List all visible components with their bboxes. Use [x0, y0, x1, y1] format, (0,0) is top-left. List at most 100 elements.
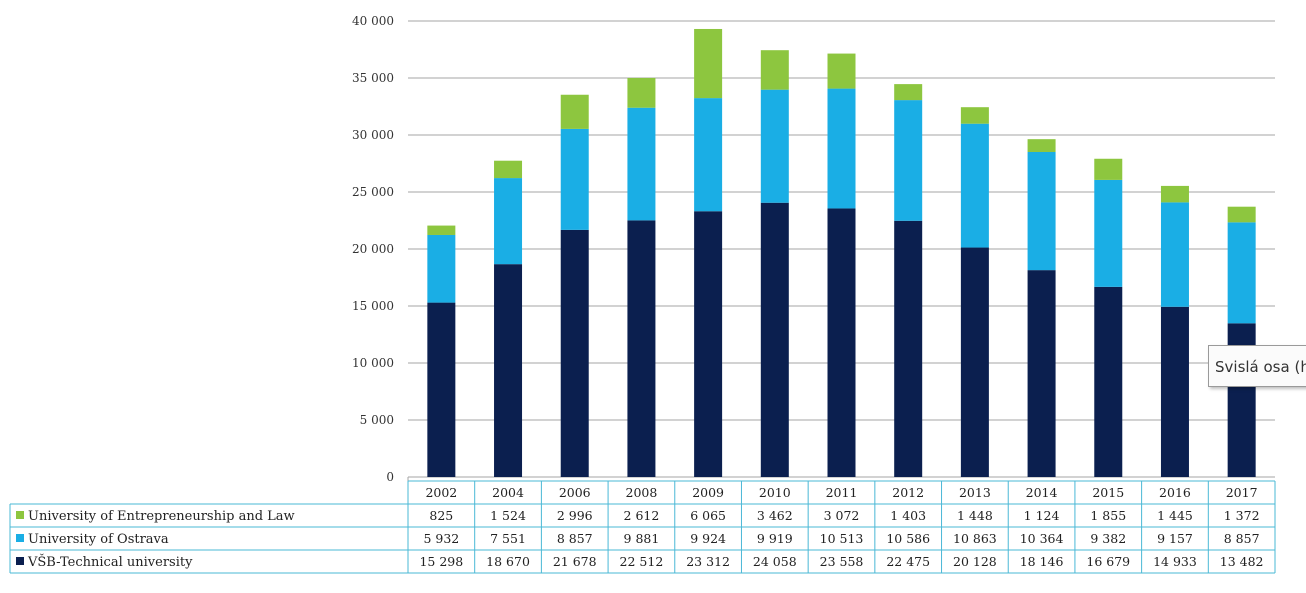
bar-segment-2004-series-0: [494, 264, 523, 477]
bar-segment-2002-series-1: [427, 234, 456, 303]
axis-tooltip: Svislá osa (hodnota): [1208, 345, 1306, 387]
bar-segment-2013-series-0: [960, 247, 989, 477]
data-table-cell: 18 146: [1020, 554, 1064, 569]
x-category-label: 2008: [626, 485, 658, 500]
data-table-cell: 10 863: [953, 531, 997, 546]
x-category-label: 2004: [492, 485, 524, 500]
data-table-cell: 23 558: [820, 554, 864, 569]
bar-segment-2016-series-2: [1160, 185, 1189, 203]
data-table-cell: 24 058: [753, 554, 797, 569]
x-category-label: 2017: [1226, 485, 1258, 500]
y-tick-label: 35 000: [352, 71, 394, 85]
data-table-cell: 22 475: [886, 554, 930, 569]
bar-segment-2002-series-2: [427, 225, 456, 235]
bar-segment-2009-series-1: [694, 98, 723, 212]
x-category-label: 2016: [1159, 485, 1191, 500]
data-table-cell: 9 919: [757, 531, 793, 546]
bar-segment-2006-series-0: [560, 229, 589, 477]
bar-segment-2014-series-2: [1027, 139, 1056, 152]
y-tick-label: 25 000: [352, 185, 394, 199]
y-tick-label: 20 000: [352, 242, 394, 256]
bar-segment-2013-series-1: [960, 123, 989, 248]
x-category-label: 2011: [826, 485, 858, 500]
data-table-cell: 10 513: [820, 531, 864, 546]
bar-segment-2004-series-2: [494, 160, 523, 179]
bar-segment-2006-series-2: [560, 94, 589, 129]
data-table-cell: 1 448: [957, 508, 993, 523]
data-table-cell: 825: [429, 508, 453, 523]
x-category-label: 2010: [759, 485, 791, 500]
data-table-cell: 8 857: [557, 531, 593, 546]
data-table-cell: 9 382: [1090, 531, 1126, 546]
legend-label: VŠB-Technical university: [27, 553, 193, 570]
data-table-cell: 2 612: [624, 508, 660, 523]
data-table-cell: 13 482: [1220, 554, 1264, 569]
y-axis-tick-labels: 0 5 000 10 000 15 000 20 000 25 000 30 000 35 0…: [352, 14, 394, 484]
bar-segment-2010-series-2: [760, 50, 789, 90]
bar-segment-2012-series-2: [894, 84, 923, 101]
bar-segment-2009-series-0: [694, 211, 723, 477]
bar-segment-2012-series-0: [894, 220, 923, 477]
data-table-cell: 9 924: [690, 531, 726, 546]
bar-segment-2008-series-1: [627, 107, 656, 221]
data-table-cell: 23 312: [686, 554, 730, 569]
data-table-cell: 18 670: [486, 554, 530, 569]
data-table-cell: 15 298: [419, 554, 463, 569]
y-tick-label: 30 000: [352, 128, 394, 142]
data-table-cell: 1 855: [1090, 508, 1126, 523]
bar-segment-2010-series-1: [760, 89, 789, 203]
data-table-cell: 21 678: [553, 554, 597, 569]
bar-segment-2013-series-2: [960, 107, 989, 124]
data-table-cell: 10 586: [886, 531, 930, 546]
data-table-cell: 5 932: [423, 531, 459, 546]
bar-segment-2014-series-1: [1027, 151, 1056, 271]
data-table-cell: 1 372: [1224, 508, 1260, 523]
x-category-label: 2014: [1026, 485, 1058, 500]
bar-segment-2008-series-0: [627, 220, 656, 477]
data-table-cell: 1 524: [490, 508, 526, 523]
y-tick-label: 0: [386, 470, 394, 484]
y-tick-label: 40 000: [352, 14, 394, 28]
data-table-cell: 1 445: [1157, 508, 1193, 523]
bar-segment-2015-series-0: [1094, 286, 1123, 477]
bar-segment-2011-series-1: [827, 88, 856, 209]
bar-segment-2014-series-0: [1027, 270, 1056, 477]
data-table-cell: 2 996: [557, 508, 593, 523]
bar-segment-2002-series-0: [427, 302, 456, 477]
bar-segment-2015-series-1: [1094, 179, 1123, 287]
y-tick-label: 5 000: [360, 413, 394, 427]
data-table-cell: 20 128: [953, 554, 997, 569]
bar-segment-2008-series-2: [627, 77, 656, 108]
bar-segment-2010-series-0: [760, 202, 789, 477]
data-table-cell: 8 857: [1224, 531, 1260, 546]
bar-segment-2016-series-1: [1160, 202, 1189, 307]
data-table-cell: 6 065: [690, 508, 726, 523]
bar-segment-2016-series-0: [1160, 306, 1189, 477]
data-table-cell: 3 462: [757, 508, 793, 523]
legend-label: University of Entrepreneurship and Law: [28, 509, 295, 524]
legend-key: [16, 534, 24, 542]
data-table-cell: 1 124: [1024, 508, 1060, 523]
x-category-label: 2015: [1092, 485, 1124, 500]
bar-segment-2004-series-1: [494, 178, 523, 265]
legend-label: University of Ostrava: [28, 532, 169, 547]
x-category-label: 2009: [692, 485, 724, 500]
data-table-cell: 22 512: [620, 554, 664, 569]
data-table-cell: 9 157: [1157, 531, 1193, 546]
data-table-cell: 9 881: [624, 531, 660, 546]
x-category-label: 2012: [892, 485, 924, 500]
data-table: 2002 2004 2006 2008 2009 2010 2011 2012 2013 2014…: [9, 480, 1276, 574]
y-tick-label: 15 000: [352, 299, 394, 313]
data-table-cell: 7 551: [490, 531, 526, 546]
bar-segment-2017-series-2: [1227, 206, 1256, 223]
legend-key: [16, 511, 24, 519]
legend-key: [16, 557, 24, 565]
data-table-cell: 14 933: [1153, 554, 1197, 569]
x-category-label: 2013: [959, 485, 991, 500]
bar-segment-2012-series-1: [894, 100, 923, 221]
y-tick-label: 10 000: [352, 356, 394, 370]
data-table-cell: 1 403: [890, 508, 926, 523]
data-table-cell: 10 364: [1020, 531, 1064, 546]
bar-segment-2011-series-2: [827, 53, 856, 89]
